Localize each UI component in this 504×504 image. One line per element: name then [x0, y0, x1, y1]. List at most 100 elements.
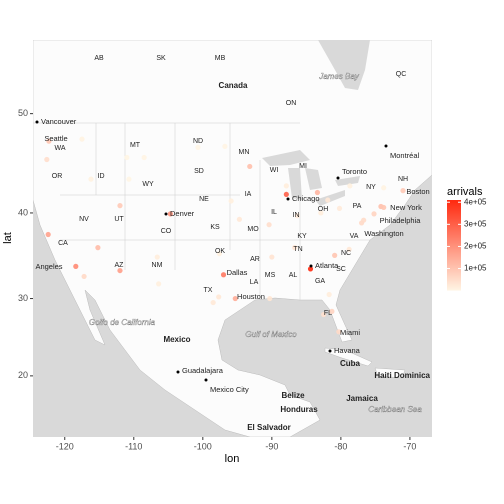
colorbar-label: 4e+05	[464, 197, 487, 206]
colorbar-step	[447, 250, 461, 253]
map-base	[33, 40, 432, 437]
airport-point	[228, 198, 234, 204]
map-label: UT	[114, 216, 124, 223]
airport-point	[154, 254, 160, 260]
map-label: Miami	[340, 328, 360, 337]
x-tick-label: -110	[125, 441, 142, 451]
airport-point	[124, 154, 130, 161]
airport-point	[95, 245, 101, 251]
airport-point	[294, 213, 300, 219]
map-label: Chicago	[292, 194, 320, 203]
map-label: NY	[366, 184, 376, 191]
map-label: FL	[324, 310, 332, 317]
map-label: Belize	[281, 391, 305, 400]
airport-point	[117, 267, 123, 274]
colorbar-step	[447, 270, 461, 273]
airport-point	[325, 197, 331, 203]
y-tick-label: 40	[18, 207, 28, 217]
city-dot	[336, 176, 340, 180]
legend: 1e+05 2e+05 3e+05 4e+05	[447, 197, 487, 291]
colorbar-step	[447, 280, 461, 283]
map-label: TX	[204, 287, 213, 294]
airport-point	[156, 281, 162, 287]
colorbar-step	[447, 224, 461, 227]
map-label: ND	[193, 138, 203, 145]
map-label: MB	[215, 55, 226, 62]
map-label: NH	[398, 176, 408, 183]
map-label: MO	[247, 226, 259, 233]
city-dot	[309, 264, 313, 268]
colorbar-step	[447, 258, 461, 261]
map-label: Boston	[406, 187, 429, 196]
airport-point	[117, 203, 123, 209]
airport-point	[283, 191, 289, 198]
colorbar-step	[447, 208, 461, 211]
colorbar-step	[447, 236, 461, 239]
colorbar-step	[447, 286, 461, 289]
airport-point	[210, 299, 216, 306]
city-dot	[176, 370, 180, 374]
map-label: MT	[130, 142, 141, 149]
colorbar-step	[447, 252, 461, 255]
colorbar-step	[447, 202, 461, 205]
map-label: Havana	[334, 346, 361, 355]
map-label: Atlanta	[315, 261, 339, 270]
map-label: Dallas	[227, 268, 248, 277]
colorbar-step	[447, 206, 461, 209]
airport-point	[167, 211, 173, 217]
city-dot	[328, 349, 332, 353]
map-label: New York	[390, 203, 422, 212]
map-label: ON	[286, 100, 297, 107]
airport-point	[347, 183, 353, 189]
map-label: Haiti	[374, 371, 391, 380]
map-label: SK	[156, 55, 166, 62]
map-label: MI	[299, 163, 307, 170]
colorbar-step	[447, 274, 461, 277]
map-label: AB	[94, 55, 104, 62]
airport-point	[346, 246, 352, 252]
airport-point	[79, 136, 85, 142]
airport-point	[236, 216, 243, 222]
y-tick-label: 20	[18, 370, 28, 380]
airport-point	[247, 163, 253, 170]
map-label: PA	[353, 203, 362, 210]
map-label: IL	[271, 209, 277, 216]
colorbar-step	[447, 284, 461, 287]
map-label: GA	[315, 278, 325, 285]
colorbar-step	[447, 248, 461, 251]
airport-point	[216, 294, 222, 300]
airport-point	[46, 138, 52, 144]
marks	[44, 136, 406, 335]
colorbar-step	[447, 256, 461, 259]
map-label: IN	[293, 212, 300, 219]
map-label: OH	[318, 206, 329, 213]
map-label: El Salvador	[247, 423, 291, 432]
map-label: NE	[199, 196, 209, 203]
map-label: SD	[194, 168, 204, 175]
map-label: OK	[215, 248, 225, 255]
map-label: KY	[297, 233, 307, 240]
airport-point	[318, 210, 324, 216]
colorbar-step	[447, 214, 461, 217]
map-label: Dominica	[394, 371, 431, 380]
x-tick-label: -100	[194, 441, 212, 451]
map-label: TN	[293, 246, 302, 253]
airport-point	[381, 185, 387, 191]
map-label: VA	[350, 233, 359, 240]
colorbar-label: 3e+05	[464, 219, 487, 228]
map-label: Montréal	[390, 151, 420, 160]
y-tick-label: 50	[18, 108, 28, 118]
colorbar-step	[447, 200, 461, 203]
colorbar-step	[447, 272, 461, 275]
airport-point	[44, 156, 50, 163]
colorbar-step	[447, 240, 461, 243]
y-tick-label: 30	[18, 293, 28, 303]
map-label: Jamaica	[346, 394, 378, 403]
map-labels: AB SK MB Canada James Bay QC ON Vancouver Seattl…	[35, 55, 430, 432]
map-label: Houston	[237, 292, 265, 301]
colorbar-step	[447, 262, 461, 265]
airport-point	[326, 291, 332, 298]
airport-point	[88, 176, 94, 182]
map-label: WY	[142, 181, 154, 188]
